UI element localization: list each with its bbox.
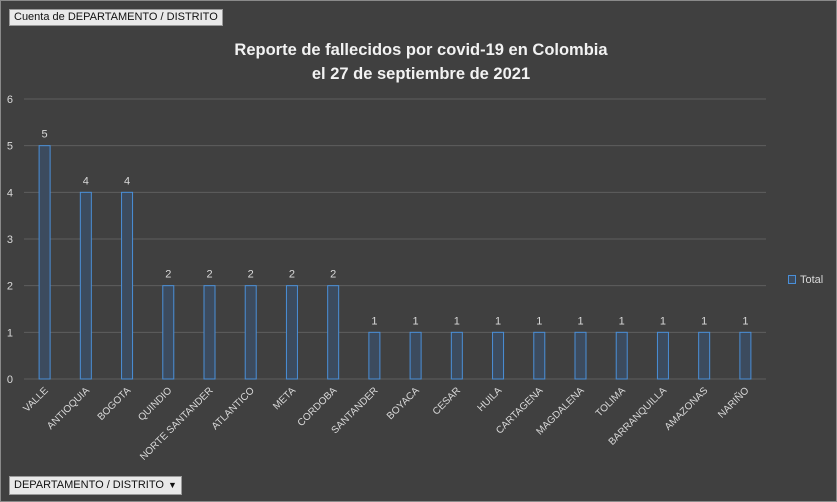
data-label: 1 <box>454 315 460 327</box>
chart-title-line-2: el 27 de septiembre de 2021 <box>311 65 531 83</box>
x-tick-label: ANTIOQUIA <box>45 385 92 432</box>
data-label: 1 <box>413 315 419 327</box>
data-label: 1 <box>619 315 625 327</box>
bar <box>533 331 546 380</box>
bar <box>285 285 298 380</box>
data-label: 1 <box>495 315 501 327</box>
bar <box>739 331 752 380</box>
bar <box>698 331 711 380</box>
axis-field-label: DEPARTAMENTO / DISTRITO <box>14 479 164 491</box>
data-label: 1 <box>660 315 666 327</box>
y-tick-label: 0 <box>7 374 13 386</box>
data-label: 1 <box>371 315 377 327</box>
data-label: 1 <box>742 315 748 327</box>
x-tick-label: QUINDIO <box>136 385 174 423</box>
x-tick-label: NARIÑO <box>715 384 752 421</box>
data-label: 5 <box>42 129 48 141</box>
x-tick-label: CESAR <box>431 385 463 417</box>
bar <box>38 145 51 380</box>
data-label: 1 <box>536 315 542 327</box>
x-tick-label: BOGOTA <box>96 385 134 423</box>
x-tick-label: HUILA <box>476 385 505 414</box>
x-tick-label: CORDOBA <box>296 385 340 429</box>
legend: Total <box>788 274 823 287</box>
data-label: 1 <box>701 315 707 327</box>
x-tick-label: NORTE SANTANDER <box>138 385 215 462</box>
data-label: 1 <box>577 315 583 327</box>
x-tick-label: ATLANTICO <box>210 385 257 432</box>
x-tick-label: TOLIMA <box>594 385 628 419</box>
y-tick-label: 4 <box>7 187 13 199</box>
bar <box>162 285 175 380</box>
data-label: 2 <box>289 269 295 281</box>
bar <box>574 331 587 380</box>
data-label: 4 <box>83 175 89 187</box>
data-label: 2 <box>206 269 212 281</box>
y-tick-label: 3 <box>7 234 13 246</box>
bar <box>492 331 505 380</box>
bar <box>450 331 463 380</box>
bar <box>368 331 381 380</box>
legend-swatch <box>788 275 796 284</box>
dropdown-arrow-icon: ▼ <box>167 480 177 490</box>
bar <box>615 331 628 380</box>
bar <box>121 191 134 380</box>
y-tick-label: 5 <box>7 141 13 153</box>
x-tick-label: META <box>271 385 298 412</box>
x-tick-label: VALLE <box>21 385 51 415</box>
bar <box>244 285 257 380</box>
x-tick-label: AMAZONAS <box>663 385 711 433</box>
x-tick-label: BOYACA <box>385 385 422 422</box>
y-tick-label: 6 <box>7 94 13 106</box>
chart-title: Reporte de fallecidos por covid-19 en Co… <box>131 38 711 86</box>
y-tick-label: 1 <box>7 327 13 339</box>
value-field-button[interactable]: Cuenta de DEPARTAMENTO / DISTRITO <box>9 9 223 26</box>
data-label: 2 <box>248 269 254 281</box>
axis-field-button[interactable]: DEPARTAMENTO / DISTRITO ▼ <box>9 476 182 495</box>
data-label: 2 <box>165 269 171 281</box>
bar <box>203 285 216 380</box>
data-label: 2 <box>330 269 336 281</box>
chart-title-line-1: Reporte de fallecidos por covid-19 en Co… <box>234 41 608 59</box>
bar <box>79 191 92 380</box>
data-label: 4 <box>124 175 130 187</box>
bar <box>409 331 422 380</box>
y-tick-label: 2 <box>7 281 13 293</box>
bar <box>327 285 340 380</box>
legend-label: Total <box>800 274 824 286</box>
bar <box>656 331 669 380</box>
